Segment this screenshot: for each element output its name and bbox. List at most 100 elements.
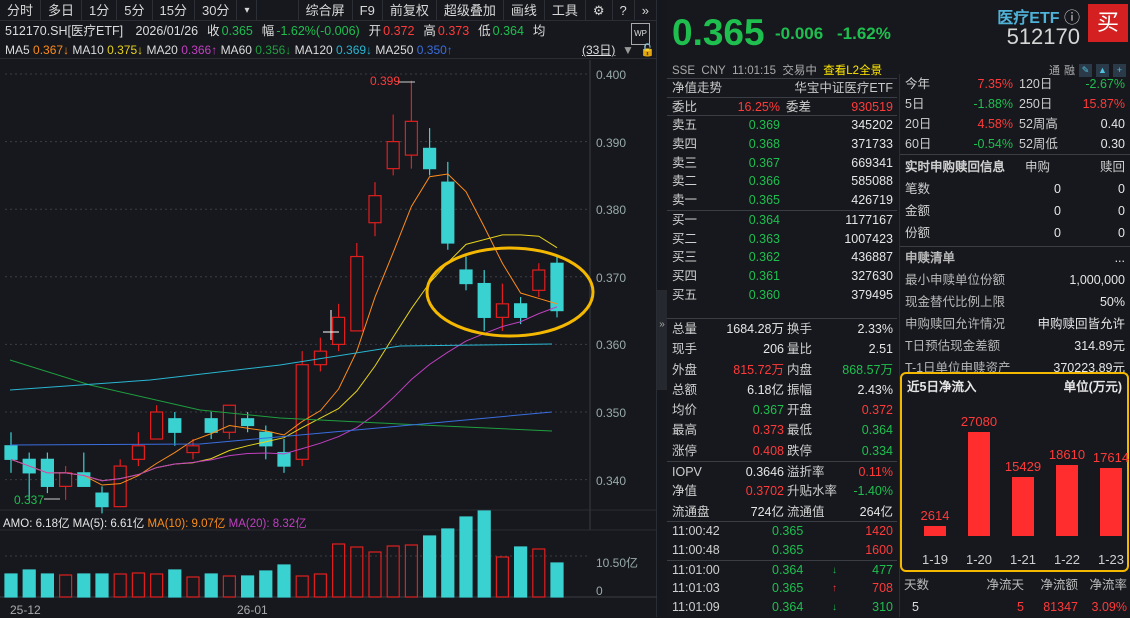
nav-trend-row[interactable]: 净值走势 华宝中证医疗ETF (667, 78, 897, 97)
list-more-button[interactable]: ... (1114, 251, 1125, 265)
level-label: 买一 (672, 212, 698, 227)
tick-row: 11:01:09 0.364 ↓ 310 (667, 598, 897, 617)
tab-1min[interactable]: 1分 (82, 0, 118, 21)
plus-icon[interactable]: + (1113, 63, 1126, 77)
perf-row: 今年 7.35% 120日 -2.67% (905, 77, 1125, 91)
yaxis-tick: 0.390 (596, 135, 627, 150)
level-label: 买三 (672, 250, 698, 265)
candlestick-chart[interactable]: 0.400 0.390 0.380 0.370 0.360 0.350 0.340 AMO:… (0, 60, 657, 617)
bid-row[interactable]: 买五 0.360 379495 (667, 286, 897, 305)
security-name: 医疗ETF ⓘ (997, 10, 1080, 27)
btn-draw[interactable]: 画线 (504, 0, 545, 21)
tab-intraday[interactable]: 分时 (0, 0, 42, 21)
trading-status: 交易中 (782, 65, 817, 77)
tab-30min[interactable]: 30分 (195, 0, 238, 21)
perf-row: 60日 -0.54% 52周低 0.30 (905, 137, 1125, 151)
level-label: 卖二 (672, 174, 698, 189)
level-label: 卖四 (672, 137, 698, 152)
expand-icon[interactable]: » (641, 2, 649, 18)
 (832, 541, 844, 560)
level-price: 0.367 (748, 155, 780, 170)
ask-row[interactable]: 卖三 0.367 669341 (667, 154, 897, 173)
flow-unit: 单位(万元) (1063, 380, 1122, 394)
low-annotation: 0.337 (14, 493, 45, 507)
btn-adjust[interactable]: 前复权 (383, 0, 437, 21)
wp-icon[interactable]: WP (631, 23, 650, 45)
net-days-header: 净流天 (986, 578, 1024, 592)
bid-row[interactable]: 买一 0.364 1177167 (667, 211, 897, 230)
tick-list[interactable]: 11:00:42 0.365 1420 11:00:48 0.365 1600 11:01:… (667, 521, 897, 617)
ask-row[interactable]: 卖五 0.369 345202 (667, 116, 897, 135)
ask-row[interactable]: 卖四 0.368 371733 (667, 135, 897, 154)
btn-f9[interactable]: F9 (353, 0, 383, 21)
tab-5min[interactable]: 5分 (117, 0, 153, 21)
quote-time: 11:01:15 (732, 65, 776, 77)
info-icon[interactable]: ⓘ (1063, 10, 1080, 27)
btn-tools[interactable]: 工具 (545, 0, 586, 21)
stat-row: 净值 0.3702 升贴水率 -1.40% (672, 484, 893, 499)
security-code: 512170 (1006, 24, 1080, 49)
arrow-down-icon: ↓ (832, 602, 837, 613)
list-row: 申购赎回允许情况 申购赎回皆允许 (905, 317, 1125, 331)
gear-icon[interactable]: ⚙ (586, 0, 613, 21)
tick-row: 11:01:03 0.365 ↑ 708 (667, 579, 897, 598)
low-label: 低 (478, 24, 491, 38)
net-inflow-chart: 近5日净流入 单位(万元) 2614 1-19 27080 1-20 15429 1-21… (900, 372, 1129, 572)
tab-multiday[interactable]: 多日 (41, 0, 83, 21)
buy-button[interactable]: 买 (1088, 4, 1128, 42)
period-selector[interactable]: (33日) (582, 43, 616, 57)
open-value: 0.372 (383, 24, 415, 38)
level-price: 0.365 (748, 193, 780, 208)
stat-row: 流通盘 724亿 流通值 264亿 (672, 504, 893, 519)
bell-icon[interactable]: ▲ (1096, 63, 1109, 77)
bid-row[interactable]: 买三 0.362 436887 (667, 248, 897, 267)
level-label: 卖一 (672, 193, 698, 208)
date: 2026/01/26 (135, 24, 199, 38)
range-value: -1.62%(-0.006) (276, 24, 360, 38)
days-value: 5 (912, 600, 919, 614)
info-line: 512170.SH[医疗ETF] 2026/01/26 收 0.365 幅 -1.6… (0, 21, 656, 45)
high-value: 0.373 (437, 24, 470, 38)
stats-table: 总量 1684.28万 换手 2.33% 现手 206 量比 2.51 外盘 815.72万 内盘 8… (667, 318, 897, 522)
ratio-value: 16.25% (737, 99, 780, 114)
pencil-icon[interactable]: ✎ (1079, 63, 1092, 77)
stat-row: 总额 6.18亿 振幅 2.43% (672, 382, 893, 397)
price-change: -0.006 (775, 24, 824, 43)
ma-ma5: MA5 0.367↓ (5, 43, 70, 57)
level-label: 买二 (672, 231, 698, 246)
inflow-date: 1-22 (1053, 552, 1081, 567)
bid-row[interactable]: 买四 0.361 327630 (667, 267, 897, 286)
range-label: 幅 (261, 24, 275, 38)
bid-row[interactable]: 买二 0.363 1007423 (667, 230, 897, 249)
l2-link[interactable]: 查看L2全景 (823, 65, 883, 77)
currency: CNY (701, 65, 726, 77)
ask-row[interactable]: 卖一 0.365 426719 (667, 191, 897, 210)
yaxis-tick: 0.350 (596, 406, 627, 420)
level-price: 0.360 (748, 287, 780, 302)
quote-panel: 0.365 -0.006 -1.62% 医疗ETF ⓘ 512170 买 SSE… (667, 0, 1130, 617)
dropdown-icon[interactable]: ▾ (237, 0, 258, 21)
btn-overlay[interactable]: 超级叠加 (437, 0, 504, 21)
collapse-panel-button[interactable]: » (657, 290, 667, 390)
stat-row: 总量 1684.28万 换手 2.33% (672, 322, 893, 336)
list-title: 申赎清单 (905, 251, 956, 265)
nav-trend-label: 净值走势 (672, 81, 723, 95)
 (832, 522, 844, 541)
level-volume: 436887 (851, 250, 893, 265)
unlock-icon[interactable]: 🔓 (640, 43, 655, 57)
amo-value: AMO: 6.18亿 (3, 518, 70, 530)
price-change-pct: -1.62% (837, 24, 891, 43)
level-label: 买五 (672, 287, 698, 302)
tab-15min[interactable]: 15分 (153, 0, 195, 21)
ma-ma120: MA120 0.369↓ (294, 43, 373, 57)
level-volume: 379495 (851, 287, 893, 302)
subredeem-title: 实时申购赎回信息 (905, 160, 1006, 174)
order-ratio-row: 委比 16.25% 委差 930519 (667, 96, 897, 116)
ask-row[interactable]: 卖二 0.366 585088 (667, 172, 897, 191)
help-icon[interactable]: ? (613, 0, 635, 21)
btn-composite[interactable]: 综合屏 (297, 0, 353, 21)
inflow-bar (1100, 468, 1122, 536)
flow-title: 近5日净流入 (907, 380, 977, 394)
stat-row: IOPV 0.3646 溢折率 0.11% (667, 461, 897, 481)
triangle-down-icon[interactable]: ▼ (622, 43, 634, 57)
